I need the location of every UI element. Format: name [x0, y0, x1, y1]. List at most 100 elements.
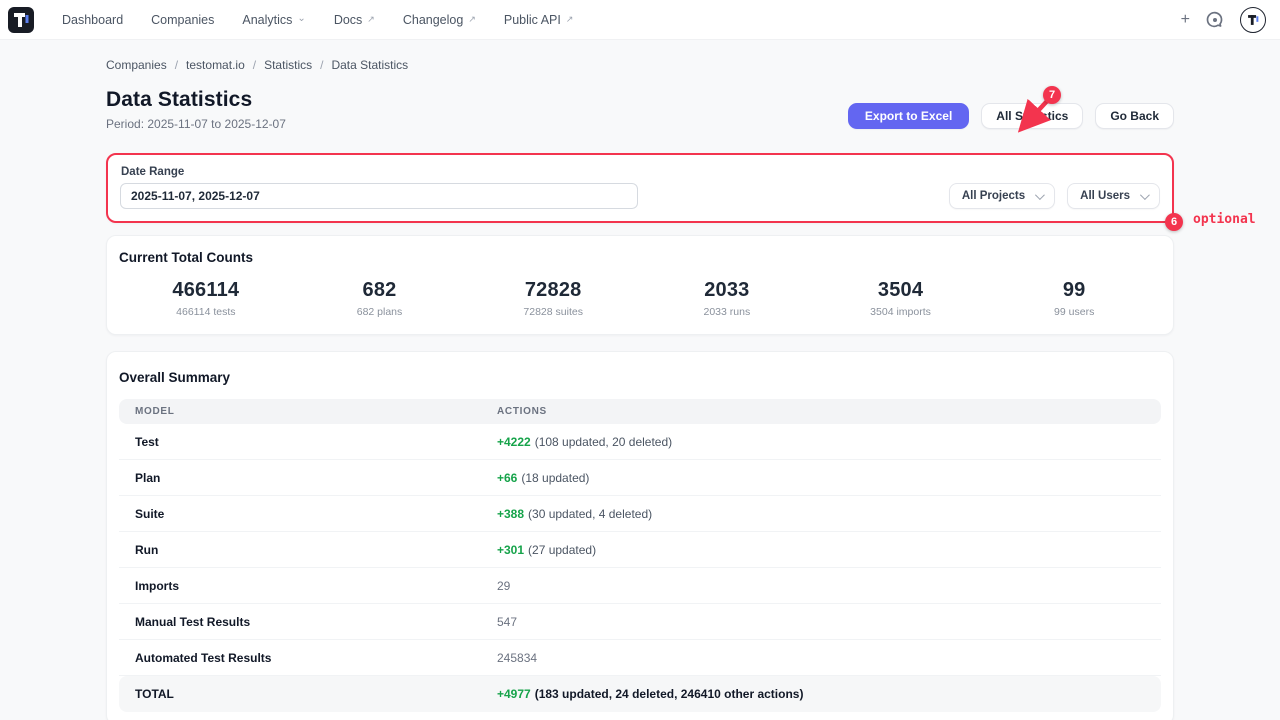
model-cell: Automated Test Results: [135, 650, 272, 665]
breadcrumb-item-companies[interactable]: Companies: [106, 58, 167, 72]
date-range-filter-card: Date Range All Projects All Users 6 opti…: [106, 153, 1256, 231]
nav-item-label: Analytics: [242, 12, 293, 27]
top-nav: Dashboard Companies Analytics ⌄ Docs ↗ Changel…: [0, 0, 1280, 40]
stat-item: 466114 466114 tests: [119, 279, 293, 318]
nav-item-docs[interactable]: Docs ↗: [322, 7, 387, 33]
actions-cell: +388 (30 updated, 4 deleted): [497, 507, 1145, 521]
stat-value: 682: [362, 279, 397, 301]
filter-row: All Projects All Users: [120, 183, 1160, 209]
actions-cell: 547: [497, 615, 1145, 629]
overall-summary-card: Overall Summary Model Actions Test +4222(…: [106, 351, 1174, 720]
main-content: 7 Companies / testomat.io / Statistics / Data …: [106, 40, 1256, 720]
avatar-logo-icon: [1248, 14, 1259, 25]
actions-detail: (18 updated): [521, 470, 590, 485]
model-cell: Plan: [135, 470, 161, 485]
stat-item: 3504 3504 imports: [814, 279, 988, 318]
breadcrumb-item-testomat-io[interactable]: testomat.io: [186, 58, 245, 72]
model-cell: Test: [135, 434, 159, 449]
nav-item-analytics[interactable]: Analytics ⌄: [230, 7, 317, 33]
stat-item: 2033 2033 runs: [640, 279, 814, 318]
header-buttons: Export to Excel All Statistics Go Back: [847, 103, 1174, 131]
nav-items: Dashboard Companies Analytics ⌄ Docs ↗ Changel…: [50, 7, 585, 33]
add-icon[interactable]: +: [1180, 10, 1190, 28]
projects-select-value: All Projects: [961, 190, 1026, 202]
date-range-label: Date Range: [121, 166, 185, 178]
model-cell: Run: [135, 542, 159, 557]
column-actions: Actions: [497, 406, 547, 417]
date-range-input[interactable]: [120, 183, 638, 209]
nav-item-dashboard[interactable]: Dashboard: [50, 7, 135, 33]
breadcrumb-item-statistics[interactable]: Statistics: [264, 58, 313, 72]
nav-item-changelog[interactable]: Changelog ↗: [391, 7, 488, 33]
nav-item-label: Changelog: [402, 12, 464, 27]
actions-detail: (183 updated, 24 deleted, 246410 other a…: [534, 687, 804, 701]
model-cell: Manual Test Results: [135, 614, 251, 629]
stats-row: 466114 466114 tests 682 682 plans 72828 72828…: [119, 279, 1161, 318]
nav-item-public-api[interactable]: Public API ↗: [492, 7, 586, 33]
current-total-counts-card: Current Total Counts 466114 466114 tests 6…: [106, 235, 1174, 335]
actions-value: +301: [497, 542, 525, 557]
users-select-value: All Users: [1080, 190, 1130, 202]
page-header: Data Statistics Period: 2025-11-07 to 20…: [106, 88, 1174, 131]
external-link-icon: ↗: [468, 14, 476, 24]
summary-title: Overall Summary: [119, 370, 231, 385]
actions-cell: +66 (18 updated): [497, 471, 1145, 485]
actions-value: +4977: [497, 687, 531, 701]
actions-detail: (108 updated, 20 deleted): [534, 434, 673, 449]
all-statistics-button[interactable]: All Statistics: [981, 103, 1084, 129]
chevron-down-icon: ⌄: [297, 12, 306, 24]
nav-right: +: [1180, 6, 1266, 33]
user-avatar[interactable]: [1240, 6, 1266, 33]
nav-item-label: Public API: [503, 12, 561, 27]
period-text: Period: 2025-11-07 to 2025-12-07: [106, 117, 286, 131]
summary-table-body: Test +4222 (108 updated, 20 deleted) Plan +6…: [119, 424, 1161, 712]
stat-value: 99: [1062, 279, 1086, 301]
actions-detail: (27 updated): [528, 542, 597, 557]
chevron-down-icon: [1035, 189, 1046, 200]
go-back-button[interactable]: Go Back: [1095, 103, 1174, 129]
page-title: Data Statistics: [106, 88, 253, 111]
table-row: Automated Test Results 245834: [119, 640, 1161, 676]
column-model: Model: [135, 406, 175, 417]
testomat-logo-icon: [8, 6, 34, 33]
counts-title: Current Total Counts: [119, 250, 253, 265]
breadcrumb-separator: /: [252, 58, 257, 72]
actions-value: 29: [497, 578, 511, 593]
breadcrumb-separator: /: [174, 58, 179, 72]
feed-icon[interactable]: [1206, 11, 1224, 29]
actions-value: +388: [497, 506, 525, 521]
stat-item: 682 682 plans: [293, 279, 467, 318]
table-row: Imports 29: [119, 568, 1161, 604]
actions-detail: (30 updated, 4 deleted): [528, 506, 653, 521]
nav-item-companies[interactable]: Companies: [139, 7, 226, 33]
annotation-badge-6: 6: [1165, 213, 1183, 231]
table-row: Suite +388 (30 updated, 4 deleted): [119, 496, 1161, 532]
app-logo[interactable]: [8, 6, 34, 33]
table-row: Run +301 (27 updated): [119, 532, 1161, 568]
nav-item-label: Companies: [151, 12, 215, 27]
breadcrumb-separator: /: [320, 58, 324, 72]
summary-table-header: Model Actions: [119, 399, 1161, 424]
stat-value: 3504: [877, 279, 924, 301]
actions-cell: +301 (27 updated): [497, 543, 1145, 557]
export-to-excel-button[interactable]: Export to Excel: [847, 103, 970, 129]
model-cell: Imports: [135, 578, 180, 593]
model-cell: TOTAL: [135, 687, 174, 701]
summary-table: Model Actions Test +4222 (108 updated, 20 …: [119, 399, 1161, 712]
stat-value: 2033: [704, 279, 750, 301]
actions-value: +66: [497, 470, 518, 485]
stat-label: 2033 runs: [703, 306, 751, 318]
external-link-icon: ↗: [367, 14, 375, 24]
stat-label: 99 users: [1054, 306, 1095, 318]
table-row: Test +4222 (108 updated, 20 deleted): [119, 424, 1161, 460]
users-select[interactable]: All Users: [1067, 183, 1160, 209]
nav-item-label: Dashboard: [62, 12, 124, 27]
stat-value: 466114: [172, 279, 240, 301]
table-row: Manual Test Results 547: [119, 604, 1161, 640]
stat-item: 72828 72828 suites: [466, 279, 640, 318]
breadcrumb: Companies / testomat.io / Statistics / Data St…: [106, 40, 1174, 72]
projects-select[interactable]: All Projects: [948, 183, 1056, 209]
actions-cell: +4977 (183 updated, 24 deleted, 246410 ot…: [497, 687, 1145, 701]
stat-label: 682 plans: [356, 306, 403, 318]
nav-item-label: Docs: [333, 12, 363, 27]
